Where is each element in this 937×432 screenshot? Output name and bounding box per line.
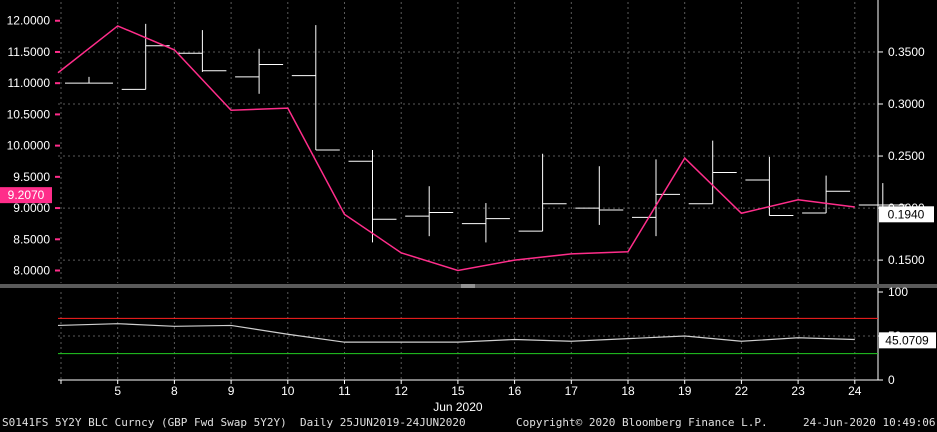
ohlc-bar xyxy=(688,140,737,205)
x-axis-tick-label: 19 xyxy=(678,384,692,398)
period-text: Daily 25JUN2019-24JUN2020 xyxy=(300,416,466,429)
last-line-value-badge-text: 0.1940 xyxy=(888,207,925,221)
last-price-badge xyxy=(0,187,52,204)
left-axis-tick-label: 8.0000 xyxy=(13,264,50,278)
ohlc-bar xyxy=(65,76,113,84)
ohlc-bar xyxy=(348,149,397,243)
x-axis-tick-label: 16 xyxy=(508,384,522,398)
ohlc-bar xyxy=(121,23,170,90)
x-axis-tick-label: 23 xyxy=(791,384,805,398)
last-line-value-badge xyxy=(879,206,934,223)
axis-labels: 8.0000 8.5000 9.0000 9.5000 10.0000 10.5000 11… xyxy=(0,14,936,414)
ohlc-bar xyxy=(291,25,340,151)
left-axis-tick-label: 12.0000 xyxy=(7,14,51,28)
ohlc-bar xyxy=(405,186,454,237)
x-axis-tick-label: 8 xyxy=(171,384,178,398)
ohlc-bar xyxy=(858,183,907,210)
left-axis-tick-label: 10.5000 xyxy=(7,107,51,121)
lower-axis-tick-label: 0 xyxy=(888,373,895,387)
x-axis-tick-label: 9 xyxy=(228,384,235,398)
last-price-badge-text: 9.2070 xyxy=(8,188,45,202)
x-axis-month-label: Jun 2020 xyxy=(433,400,483,414)
ohlc-bar xyxy=(575,166,624,225)
lower-axis-tick-label: 100 xyxy=(888,285,908,299)
ohlc-bar xyxy=(235,48,284,94)
pane-separator[interactable] xyxy=(0,284,937,288)
line-series xyxy=(57,25,855,272)
x-axis-tick-label: 10 xyxy=(281,384,295,398)
left-axis-tick-label: 8.5000 xyxy=(13,232,50,246)
indicator-value-badge xyxy=(879,332,936,349)
ohlc-bar xyxy=(461,203,510,243)
left-axis-tick-label: 9.0000 xyxy=(13,201,50,215)
right-axis-tick-label: 0.2500 xyxy=(888,149,925,163)
axes-frame xyxy=(0,0,937,381)
left-axis-tick-label: 11.0000 xyxy=(8,76,51,90)
ohlc-bar xyxy=(518,153,567,232)
x-axis-tick-label: 12 xyxy=(395,384,409,398)
ticker-text: S0141FS 5Y2Y BLC Curncy (GBP Fwd Swap 5Y… xyxy=(2,416,287,429)
indicator-value-badge-text: 45.0709 xyxy=(885,333,929,347)
chart-canvas: 8.0000 8.5000 9.0000 9.5000 10.0000 10.5000 11… xyxy=(0,0,937,414)
status-footer: S0141FS 5Y2Y BLC Curncy (GBP Fwd Swap 5Y… xyxy=(0,414,937,432)
x-axis-tick-label: 17 xyxy=(565,384,579,398)
x-axis-tick-label: 11 xyxy=(338,384,351,398)
x-axis-tick-label: 24 xyxy=(848,384,862,398)
series-layer xyxy=(57,23,907,355)
ohlc-bar xyxy=(178,30,227,72)
ohlc-bar xyxy=(802,175,851,214)
right-axis-tick-label: 0.3000 xyxy=(888,97,925,111)
copyright-text: Copyright© 2020 Bloomberg Finance L.P. xyxy=(516,416,768,429)
x-axis-tick-label: 18 xyxy=(621,384,635,398)
timestamp-text: 24-Jun-2020 10:49:06 xyxy=(803,416,936,429)
ohlc-bar xyxy=(632,159,680,237)
left-axis-tick-label: 10.0000 xyxy=(7,139,51,153)
x-axis-tick-label: 5 xyxy=(114,384,121,398)
right-axis-tick-label: 0.3500 xyxy=(888,45,925,59)
left-axis-tick-label: 9.5000 xyxy=(13,170,50,184)
x-axis-tick-label: 15 xyxy=(451,384,465,398)
left-axis-tick-label: 11.5000 xyxy=(8,45,51,59)
x-axis-tick-label: 22 xyxy=(735,384,749,398)
indicator-line xyxy=(57,323,855,343)
grid xyxy=(58,2,878,380)
ohlc-bar xyxy=(745,156,794,217)
right-axis-tick-label: 0.1500 xyxy=(888,253,925,267)
